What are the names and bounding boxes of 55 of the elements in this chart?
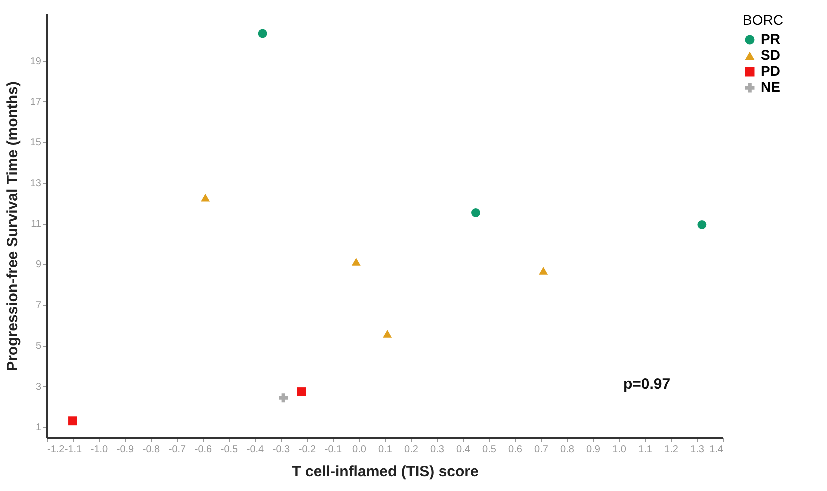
y-tick-label: 13 [30,178,42,190]
y-tick-label: 1 [36,422,42,434]
x-tick-label: -0.2 [298,444,317,456]
x-tick-label: 0.1 [378,444,393,456]
x-tick-label: 0.3 [430,444,445,456]
y-tick-label: 5 [36,341,42,352]
legend-label: SD [761,47,780,63]
legend-label: PD [761,63,780,79]
x-tick-label: -0.6 [194,444,213,456]
x-axis-title: T cell-inflamed (TIS) score [292,464,479,480]
point [297,388,306,396]
y-tick-label: 19 [30,56,42,68]
x-tick-label: -0.4 [246,444,265,456]
x-tick-label: -0.5 [220,444,239,456]
y-axis-title: Progression-free Survival Time (months) [4,82,22,372]
point [68,416,78,426]
point [383,330,392,338]
x-tick-label: -1.1 [64,444,83,456]
point [258,29,268,38]
legend-label: PR [761,31,780,47]
y-tick-label: 17 [30,96,42,108]
x-tick-label: 1.4 [710,444,724,456]
x-tick-label: 0.2 [404,444,419,456]
point [472,208,480,218]
legend-title: BORC [743,12,784,28]
x-tick-label: 0.8 [560,444,575,456]
point [279,394,288,403]
x-tick-label: 0.5 [482,444,497,456]
x-tick-label: 1.2 [664,444,679,456]
y-tick-label: 9 [36,260,42,271]
x-tick-label: -0.1 [324,444,343,456]
point [201,194,210,202]
x-tick-label: 0.4 [456,444,471,456]
x-tick-label: -0.3 [272,444,291,456]
x-tick-label: -0.8 [142,444,161,456]
y-tick-label: 7 [36,300,42,312]
y-tick-label: 15 [30,138,42,149]
x-tick-label: -1.2 [48,444,66,456]
y-tick-label: 11 [31,219,42,230]
x-tick-label: 0.7 [534,444,549,456]
x-tick-label: 0.0 [352,444,367,456]
annotation: p=0.97 [623,376,671,393]
x-tick-label: 1.3 [690,444,705,456]
x-tick-label: 0.6 [508,444,523,456]
point [698,220,707,230]
y-tick-label: 3 [36,382,42,393]
x-tick-label: 1.1 [638,444,653,456]
x-tick-label: -0.9 [116,444,135,456]
x-tick-label: -1.0 [90,444,109,456]
legend-label: NE [761,79,780,95]
point [352,258,361,266]
x-tick-label: 1.0 [612,444,627,456]
x-tick-label: -0.7 [168,444,187,456]
x-tick-label: 0.9 [586,444,601,456]
point [539,267,548,275]
